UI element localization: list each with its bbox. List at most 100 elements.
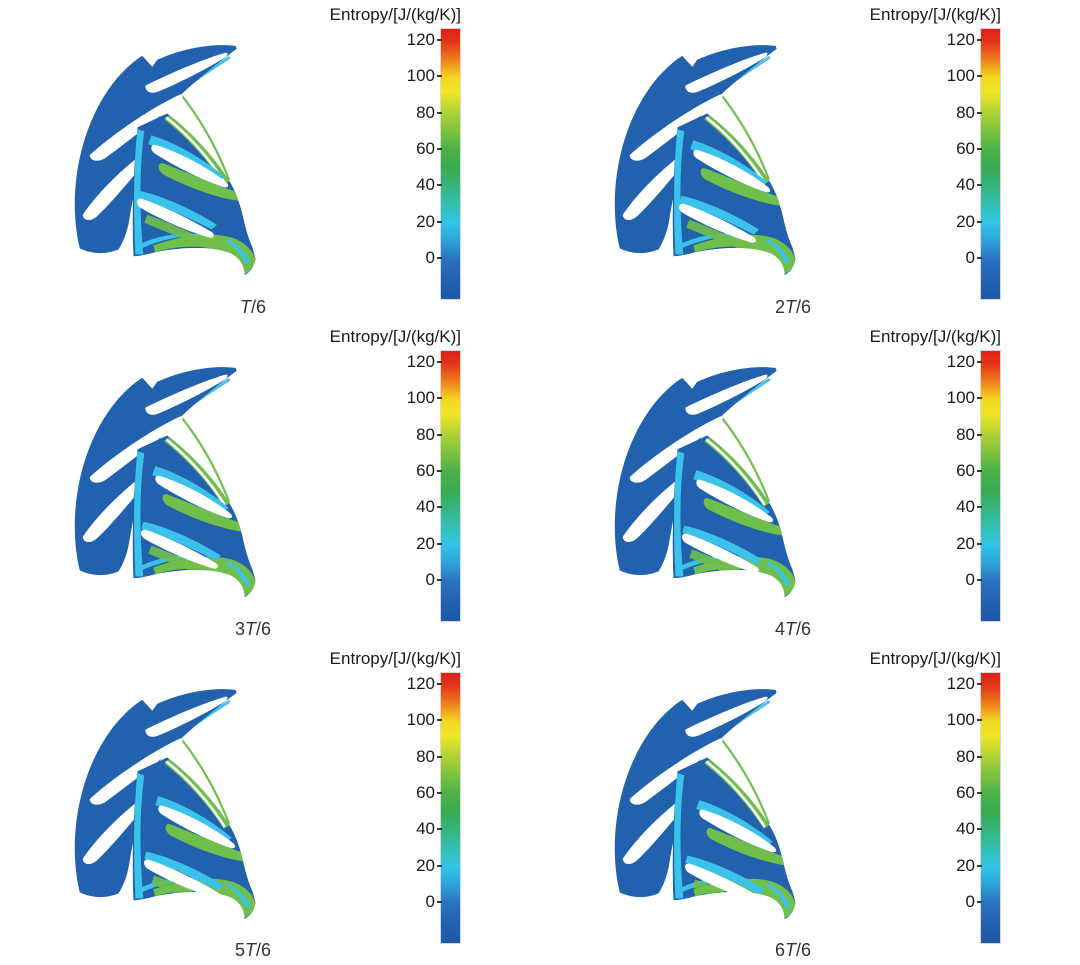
- colorbar-tick-label: 100: [946, 66, 975, 86]
- colorbar-tick-mark: [977, 719, 982, 722]
- colorbar-tick-mark: [977, 683, 982, 686]
- colorbar-tick-label: 120: [946, 30, 975, 50]
- colorbar-title: Entropy/[J/(kg/K)]: [869, 5, 1001, 24]
- colorbar-tick-mark: [437, 147, 442, 150]
- colorbar-tick-label: 40: [956, 819, 975, 839]
- colorbar-tick-label: 0: [965, 247, 975, 267]
- colorbar-tick-label: 60: [956, 460, 975, 480]
- colorbar-tick-label: 100: [406, 388, 435, 408]
- frame-time-label: 3T/6: [234, 619, 272, 639]
- colorbar-tick-mark: [977, 256, 982, 259]
- colorbar-tick-mark: [977, 220, 982, 223]
- frame-time-label: T/6: [239, 297, 266, 317]
- colorbar-tick-mark: [977, 828, 982, 831]
- panel-3: Entropy/[J/(kg/K)] 120 100 80 60 40 20 0…: [0, 322, 540, 644]
- frame-time-label: 2T/6: [774, 297, 812, 317]
- colorbar-tick-mark: [437, 864, 442, 867]
- colorbar-tick-mark: [437, 256, 442, 259]
- colorbar-tick-label: 60: [416, 138, 435, 158]
- colorbar-gradient: [440, 672, 461, 944]
- colorbar-tick-label: 40: [956, 497, 975, 517]
- colorbar-5: Entropy/[J/(kg/K)] 120 100 80 60 40 20 0: [291, 649, 461, 944]
- colorbar-tick-mark: [977, 111, 982, 114]
- colorbar-tick-mark: [977, 791, 982, 794]
- colorbar-tick-mark: [437, 542, 442, 545]
- colorbar-gradient: [980, 350, 1001, 622]
- colorbar-tick-mark: [977, 433, 982, 436]
- colorbar-tick-mark: [437, 111, 442, 114]
- colorbar-tick-mark: [437, 900, 442, 903]
- colorbar-tick-mark: [977, 397, 982, 400]
- colorbar-gradient: [440, 28, 461, 300]
- colorbar-tick-label: 120: [946, 674, 975, 694]
- colorbar-tick-mark: [977, 506, 982, 509]
- colorbar-tick-label: 0: [425, 569, 435, 589]
- colorbar-2: Entropy/[J/(kg/K)] 120 100 80 60 40 20 0: [831, 5, 1001, 300]
- colorbar-tick-label: 120: [406, 352, 435, 372]
- colorbar-tick-mark: [977, 361, 982, 364]
- colorbar-tick-label: 80: [416, 424, 435, 444]
- colorbar-4: Entropy/[J/(kg/K)] 120 100 80 60 40 20 0: [831, 327, 1001, 622]
- colorbar-tick-label: 80: [956, 102, 975, 122]
- colorbar-scale: 120 100 80 60 40 20 0: [291, 672, 461, 944]
- colorbar-tick-label: 80: [416, 746, 435, 766]
- entropy-contour-plot-4: [596, 356, 862, 624]
- colorbar-tick-mark: [977, 184, 982, 187]
- entropy-contour-plot-5: [56, 678, 322, 946]
- colorbar-tick-label: 20: [416, 533, 435, 553]
- colorbar-tick-label: 0: [425, 891, 435, 911]
- colorbar-1: Entropy/[J/(kg/K)] 120 100 80 60 40 20 0: [291, 5, 461, 300]
- colorbar-tick-mark: [437, 755, 442, 758]
- colorbar-tick-mark: [437, 361, 442, 364]
- colorbar-tick-label: 120: [406, 674, 435, 694]
- colorbar-tick-mark: [977, 542, 982, 545]
- colorbar-tick-label: 60: [956, 138, 975, 158]
- colorbar-gradient: [980, 672, 1001, 944]
- panel-1: Entropy/[J/(kg/K)] 120 100 80 60 40 20 0…: [0, 0, 540, 322]
- colorbar-tick-label: 80: [416, 102, 435, 122]
- colorbar-title: Entropy/[J/(kg/K)]: [329, 327, 461, 346]
- colorbar-tick-mark: [437, 220, 442, 223]
- entropy-contour-plot-1: [56, 34, 322, 302]
- colorbar-tick-label: 80: [956, 424, 975, 444]
- entropy-contour-plot-2: [596, 34, 862, 302]
- colorbar-scale: 120 100 80 60 40 20 0: [291, 350, 461, 622]
- colorbar-tick-mark: [977, 900, 982, 903]
- colorbar-tick-label: 40: [416, 497, 435, 517]
- colorbar-scale: 120 100 80 60 40 20 0: [831, 672, 1001, 944]
- entropy-contour-plot-3: [56, 356, 322, 624]
- panel-5: Entropy/[J/(kg/K)] 120 100 80 60 40 20 0…: [0, 644, 540, 965]
- colorbar-tick-mark: [977, 864, 982, 867]
- colorbar-tick-mark: [437, 39, 442, 42]
- colorbar-3: Entropy/[J/(kg/K)] 120 100 80 60 40 20 0: [291, 327, 461, 622]
- colorbar-tick-label: 0: [965, 891, 975, 911]
- frame-time-label: 4T/6: [774, 619, 812, 639]
- colorbar-tick-label: 100: [946, 710, 975, 730]
- colorbar-tick-mark: [977, 39, 982, 42]
- colorbar-title: Entropy/[J/(kg/K)]: [329, 5, 461, 24]
- colorbar-tick-label: 100: [406, 66, 435, 86]
- colorbar-gradient: [440, 350, 461, 622]
- frame-time-label: 5T/6: [234, 940, 272, 960]
- colorbar-title: Entropy/[J/(kg/K)]: [329, 649, 461, 668]
- panel-2: Entropy/[J/(kg/K)] 120 100 80 60 40 20 0…: [540, 0, 1080, 322]
- colorbar-tick-mark: [437, 719, 442, 722]
- colorbar-tick-label: 120: [406, 30, 435, 50]
- colorbar-tick-mark: [977, 469, 982, 472]
- colorbar-tick-mark: [437, 683, 442, 686]
- colorbar-tick-label: 60: [416, 460, 435, 480]
- colorbar-title: Entropy/[J/(kg/K)]: [869, 327, 1001, 346]
- colorbar-tick-label: 100: [406, 710, 435, 730]
- colorbar-tick-label: 20: [956, 533, 975, 553]
- colorbar-tick-mark: [437, 75, 442, 78]
- colorbar-scale: 120 100 80 60 40 20 0: [831, 28, 1001, 300]
- colorbar-tick-mark: [437, 433, 442, 436]
- panel-6: Entropy/[J/(kg/K)] 120 100 80 60 40 20 0…: [540, 644, 1080, 965]
- colorbar-tick-mark: [437, 184, 442, 187]
- frame-time-label: 6T/6: [774, 940, 812, 960]
- colorbar-tick-mark: [437, 578, 442, 581]
- colorbar-tick-label: 80: [956, 746, 975, 766]
- colorbar-tick-mark: [437, 506, 442, 509]
- colorbar-tick-mark: [977, 75, 982, 78]
